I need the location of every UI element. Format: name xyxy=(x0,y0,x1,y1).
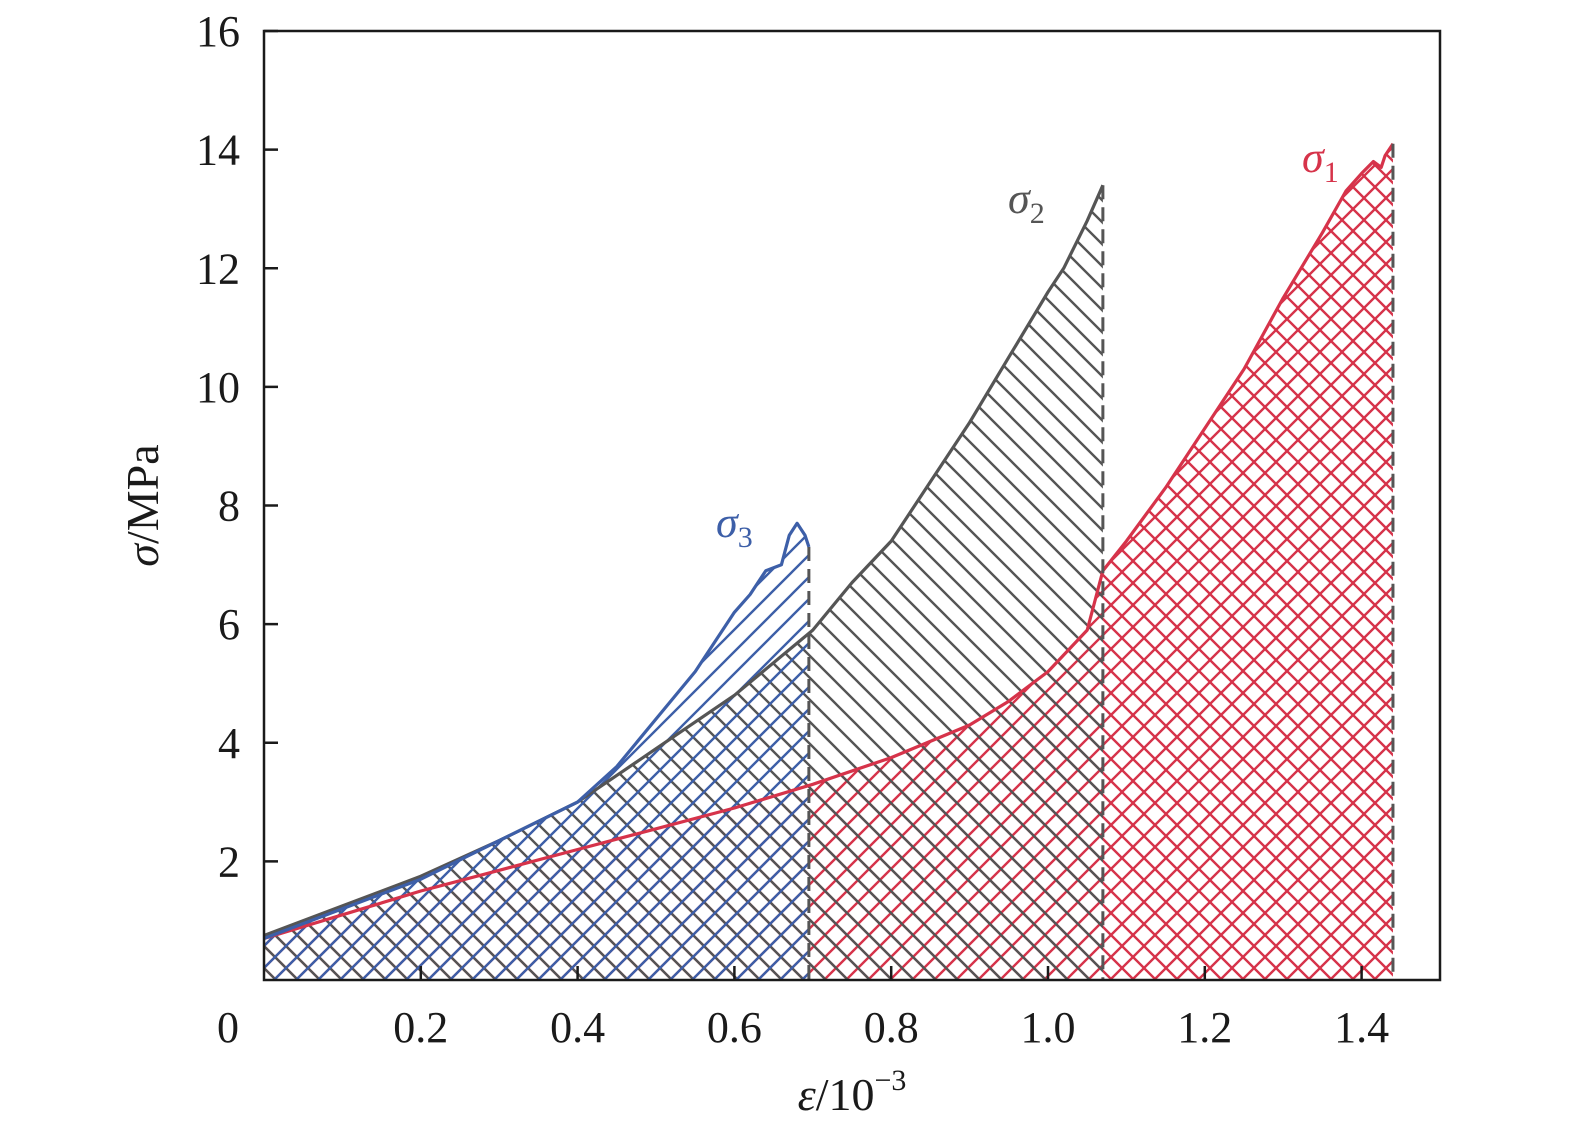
x-tick-label: 0.4 xyxy=(550,1003,605,1052)
y-axis-title: σ/MPa xyxy=(117,444,168,566)
series-areas xyxy=(264,143,1393,981)
line-σ3 xyxy=(263,521,811,940)
ticks xyxy=(264,29,1363,980)
x-axis-title: ε/10−3 xyxy=(798,1064,907,1120)
y-tick-label: 12 xyxy=(196,244,240,293)
series-label-σ2: σ2 xyxy=(1008,174,1045,230)
labels: 0.2 0.4 0.6 0.8 1.0 1.2 1.4 2 4 6 8 10 12 14 16 0 ε/10−3… xyxy=(117,7,1389,1120)
line-σ1 xyxy=(263,142,1395,941)
series-lines xyxy=(263,142,1395,980)
x-tick-label: 0.8 xyxy=(864,1003,919,1052)
area-σ2 xyxy=(264,185,1103,980)
x-tick-label: 1.0 xyxy=(1021,1003,1076,1052)
origin-label: 0 xyxy=(217,1003,239,1052)
y-tick-label: 10 xyxy=(196,363,240,412)
x-tick-label: 1.4 xyxy=(1334,1003,1389,1052)
y-tick-label: 8 xyxy=(218,482,240,531)
series-label-σ3: σ3 xyxy=(716,498,753,554)
y-tick-label: 16 xyxy=(196,7,240,56)
x-tick-label: 0.6 xyxy=(707,1003,762,1052)
series-label-σ1: σ1 xyxy=(1302,133,1339,189)
y-tick-label: 6 xyxy=(218,600,240,649)
x-tick-label: 1.2 xyxy=(1177,1003,1232,1052)
x-tick-label: 0.2 xyxy=(393,1003,448,1052)
y-tick-label: 4 xyxy=(218,719,240,768)
area-σ1 xyxy=(264,143,1393,981)
area-σ3 xyxy=(264,523,809,980)
y-tick-label: 2 xyxy=(218,837,240,886)
y-tick-label: 14 xyxy=(196,126,240,175)
